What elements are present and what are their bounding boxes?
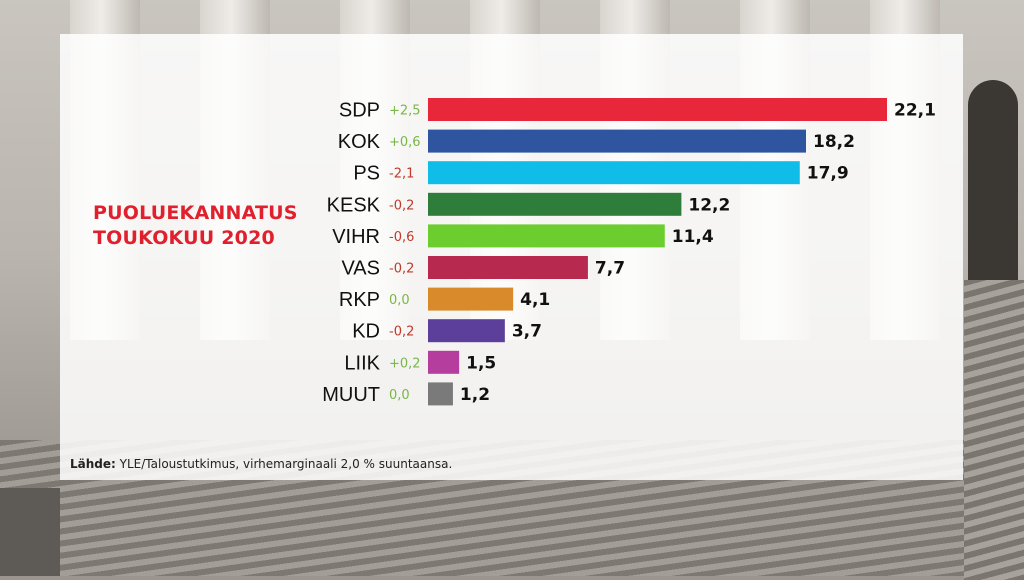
change-label: +0,2: [389, 356, 421, 371]
change-label: -2,1: [389, 167, 414, 182]
chart-title-line1: PUOLUEKANNATUS: [93, 202, 298, 224]
party-label: SDP: [339, 100, 380, 122]
source-text: YLE/Taloustutkimus, virhemarginaali 2,0 …: [119, 457, 453, 471]
bar: [428, 382, 453, 406]
bar: [428, 350, 460, 374]
background-doorway: [968, 80, 1018, 280]
bar: [428, 98, 887, 121]
change-label: 0,0: [389, 293, 410, 308]
change-label: +2,5: [389, 104, 421, 119]
bar: [428, 129, 806, 153]
party-label: MUUT: [322, 384, 380, 406]
bar: [428, 287, 514, 311]
party-label: KESK: [327, 194, 381, 216]
change-label: -0,2: [389, 198, 414, 213]
bar: [428, 256, 588, 279]
change-label: +0,6: [389, 135, 421, 150]
bar: [428, 319, 505, 343]
bar: [428, 224, 665, 248]
value-label: 7,7: [595, 259, 625, 279]
value-label: 1,5: [466, 353, 496, 373]
source-label: Lähde:: [70, 457, 116, 471]
chart-title-line2: TOUKOKUU 2020: [93, 227, 275, 249]
bar: [428, 192, 682, 216]
change-label: -0,2: [389, 262, 414, 277]
bar: [428, 161, 800, 185]
party-label: VIHR: [332, 226, 380, 248]
source-note: Lähde: YLE/Taloustutkimus, virhemarginaa…: [70, 457, 452, 471]
change-label: -0,2: [389, 325, 414, 340]
value-label: 22,1: [894, 101, 936, 121]
party-label: RKP: [339, 289, 380, 311]
value-label: 18,2: [813, 132, 855, 152]
value-label: 17,9: [807, 164, 849, 184]
change-label: -0,6: [389, 230, 414, 245]
background-stairs-side: [964, 280, 1024, 580]
party-label: LIIK: [344, 352, 380, 374]
value-label: 4,1: [520, 290, 550, 310]
change-label: 0,0: [389, 388, 410, 403]
value-label: 1,2: [460, 385, 490, 405]
value-label: 11,4: [672, 227, 714, 247]
value-label: 12,2: [688, 195, 730, 215]
party-label: VAS: [341, 258, 380, 280]
party-label: KOK: [338, 131, 381, 153]
party-label: PS: [353, 163, 380, 185]
party-label: KD: [352, 321, 380, 343]
background-railing: [0, 488, 60, 576]
value-label: 3,7: [512, 322, 542, 342]
